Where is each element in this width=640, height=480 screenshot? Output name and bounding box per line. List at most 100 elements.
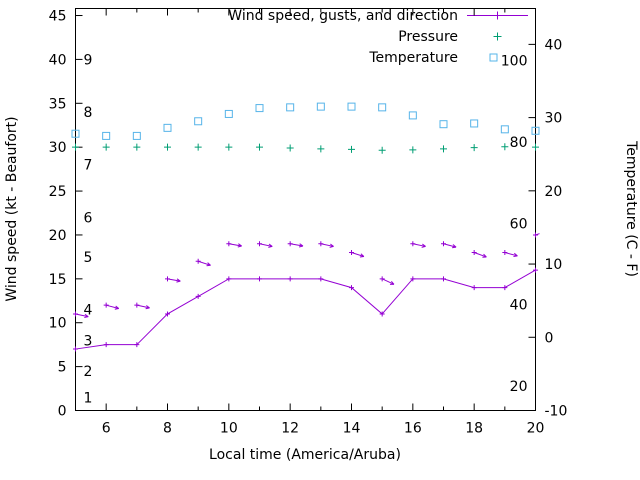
gust-vector-arrowhead [176, 280, 181, 283]
y-right-tick-label: 40 [545, 37, 563, 53]
fahrenheit-scale-label: 100 [501, 54, 528, 70]
legend-marker-wind-point-icon [493, 11, 502, 20]
beaufort-scale-label: 3 [84, 333, 93, 349]
wind-speed-point [257, 276, 262, 282]
gust-point [287, 241, 293, 247]
wind-speed-point [410, 276, 416, 282]
temperature-point [347, 102, 356, 111]
gust-vector-arrowhead [330, 243, 334, 247]
wind-speed-point [134, 342, 140, 348]
beaufort-scale-label: 9 [84, 52, 93, 68]
x-tick-label: 6 [102, 421, 111, 437]
pressure-point [378, 146, 386, 154]
gust-point [73, 311, 78, 317]
gust-vector-arrowhead [237, 245, 242, 248]
pressure-point [348, 145, 355, 153]
beaufort-scale-label: 7 [84, 158, 93, 174]
gust-vector-arrowhead [114, 308, 119, 310]
x-tick-label: 14 [343, 421, 361, 437]
gust-vector-arrowhead [514, 252, 518, 257]
pressure-point [532, 143, 539, 151]
pressure-point [194, 143, 202, 151]
gust-direction-vector [504, 252, 518, 257]
beaufort-scale-label: 5 [84, 250, 93, 266]
wind-speed-point [73, 346, 78, 352]
gust-vector-arrowhead [513, 255, 518, 258]
beaufort-scale-label: 8 [84, 105, 93, 121]
gust-point [226, 241, 232, 247]
pressure-point [72, 143, 79, 151]
temperature-point [224, 109, 233, 118]
gust-point [410, 241, 416, 247]
fahrenheit-scale-label: 60 [510, 216, 528, 232]
wind-speed-point [349, 285, 354, 291]
pressure-point [440, 145, 447, 153]
x-axis-title: Local time (America/Aruba) [209, 447, 401, 463]
gust-vector-arrowhead [84, 313, 89, 318]
temperature-point [378, 103, 387, 112]
temperature-point [500, 125, 509, 134]
y-right-tick-label: 20 [545, 184, 563, 200]
wind-speed-point [471, 285, 477, 291]
gust-point [257, 241, 262, 247]
wind-speed-point [165, 311, 170, 317]
beaufort-scale-label: 4 [84, 303, 93, 319]
pressure-point [133, 143, 141, 151]
gust-vector-arrowhead [452, 244, 457, 248]
wind-speed-point [103, 342, 109, 348]
legend: Wind speed, gusts, and direction Pressur… [228, 8, 528, 66]
gust-direction-vector [443, 243, 457, 248]
wind-speed-line [75, 269, 536, 350]
gust-vector-arrowhead [452, 246, 457, 249]
wind-speed-point [318, 276, 324, 282]
gust-vector-arrowhead [238, 243, 242, 247]
pressure-point [286, 144, 294, 152]
gust-point [471, 250, 477, 256]
gust-point [533, 232, 538, 238]
pressure-point [225, 143, 233, 151]
y-right-axis-title: Temperature (C - F) [623, 140, 639, 277]
gust-vector-arrowhead [115, 305, 120, 309]
wind-speed-point [441, 276, 446, 282]
fahrenheit-scale-label: 20 [510, 379, 528, 395]
wind-speed-point [195, 293, 201, 299]
series-layer [71, 102, 548, 352]
pressure-point [470, 144, 478, 152]
wind-speed-point [287, 276, 293, 282]
temperature-point [470, 119, 479, 128]
gust-vector-arrowhead [421, 245, 426, 248]
gust-vector-arrowhead [84, 316, 89, 319]
gust-point [134, 302, 140, 308]
y-right-tick-label: 30 [545, 111, 563, 127]
gust-direction-vector [198, 260, 211, 266]
y-right-tick-label: 10 [545, 257, 563, 273]
temperature-point [439, 120, 448, 129]
temperature-point [316, 102, 325, 111]
pressure-point [501, 143, 509, 151]
gust-direction-vector [106, 304, 119, 310]
gust-direction-vector [473, 252, 487, 258]
gust-vector-arrowhead [422, 243, 426, 247]
gust-point [441, 241, 446, 247]
legend-label-pressure: Pressure [398, 29, 458, 45]
gust-vector-arrowhead [545, 231, 548, 234]
pressure-point [102, 143, 110, 151]
y-left-tick-label: 5 [58, 360, 67, 376]
beaufort-scale-label: 6 [84, 210, 93, 226]
y-left-tick-label: 35 [49, 96, 67, 112]
wind-speed-point [502, 285, 508, 291]
wind-speed-point [226, 276, 232, 282]
y-left-tick-label: 45 [49, 9, 67, 25]
y-right-tick-label: -10 [545, 404, 568, 420]
gust-direction-vector [351, 252, 365, 258]
legend-label-temperature: Temperature [368, 50, 458, 66]
gust-point [165, 276, 170, 282]
gust-vector-arrowhead [329, 245, 334, 248]
pressure-point [164, 143, 171, 151]
fahrenheit-scale-label: 80 [510, 135, 528, 151]
gust-vector-arrowhead [176, 278, 181, 282]
gust-point [103, 302, 109, 308]
gust-vector-arrowhead [146, 305, 150, 309]
